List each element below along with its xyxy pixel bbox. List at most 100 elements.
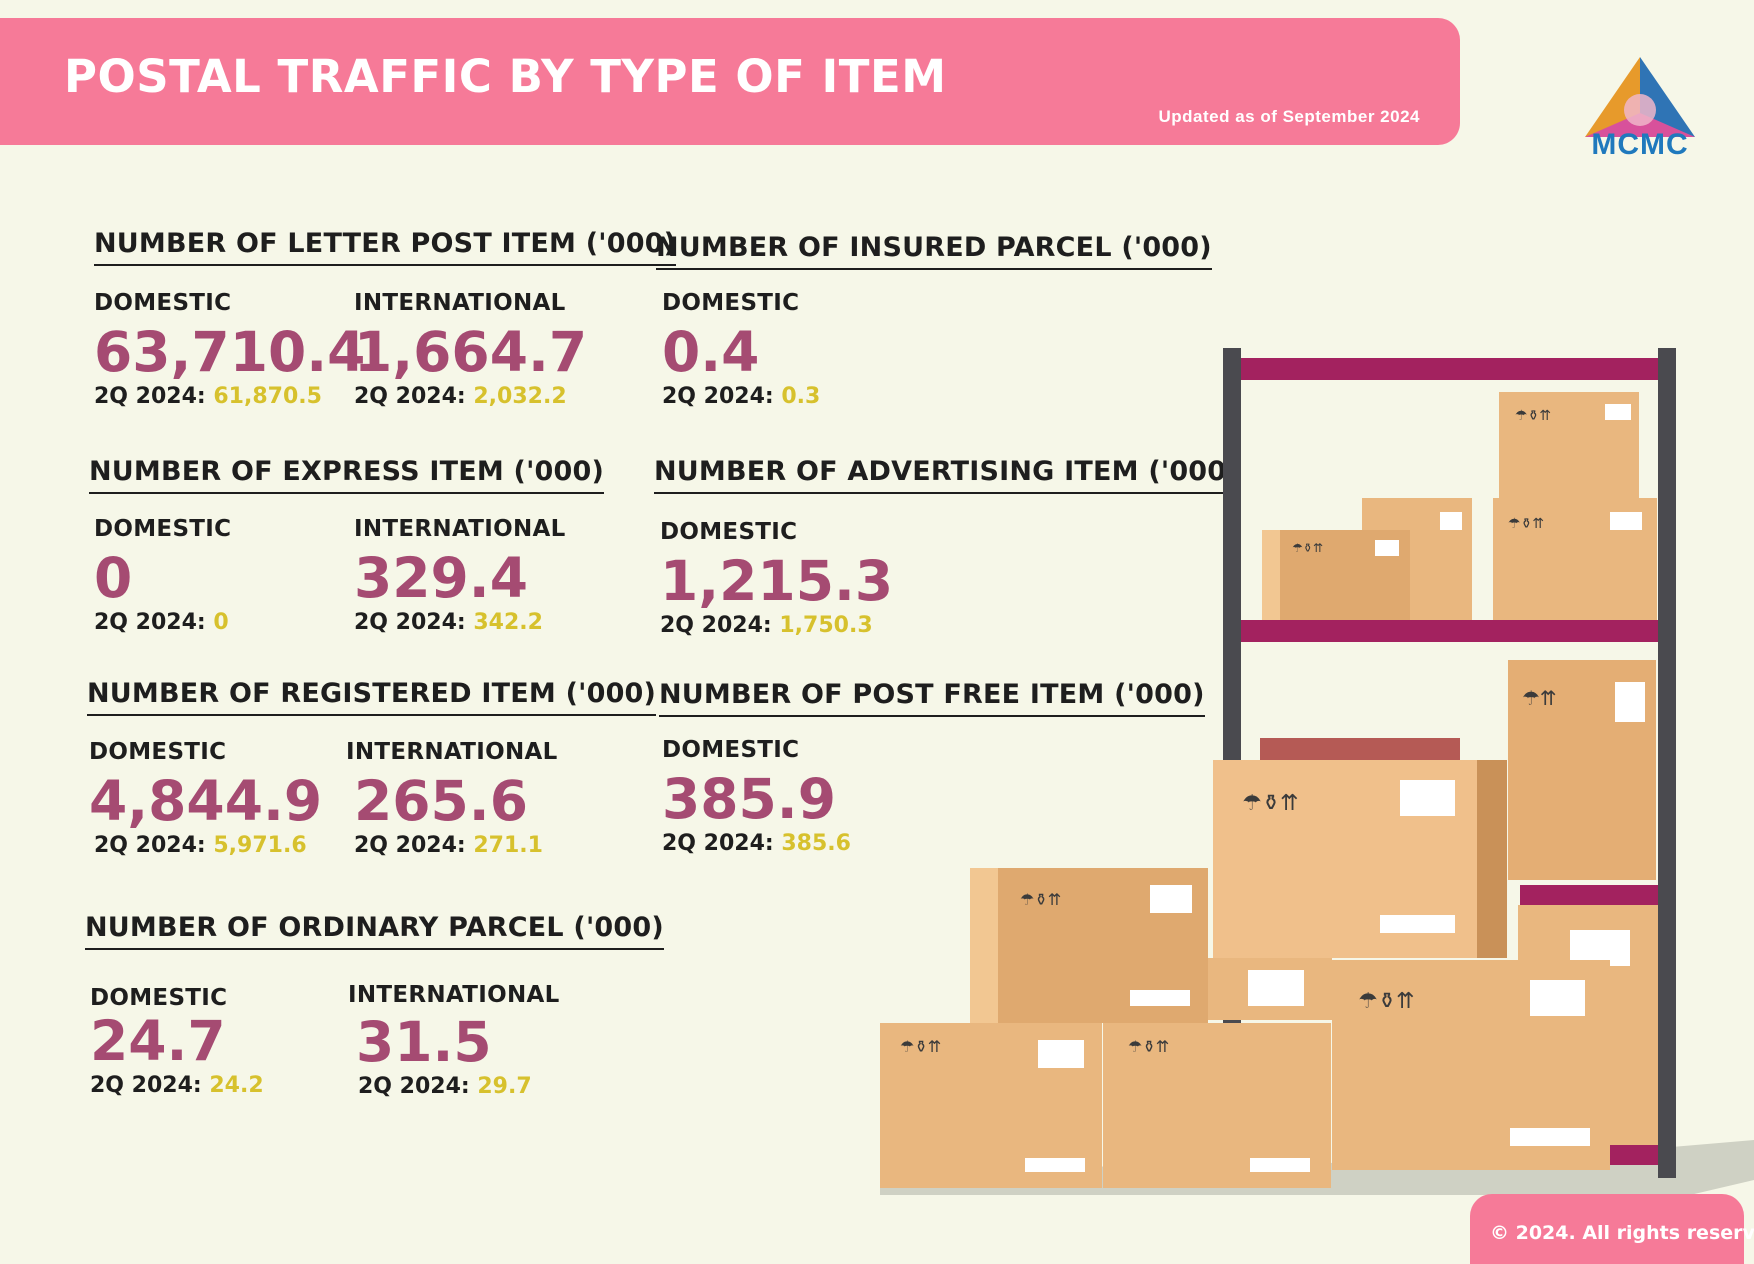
letter-post-domestic: DOMESTIC 63,710.4 2Q 2024: 61,870.5	[94, 290, 365, 409]
stat-label: INTERNATIONAL	[346, 739, 558, 765]
stat-label: INTERNATIONAL	[354, 516, 566, 542]
prev-value: 24.2	[209, 1073, 264, 1098]
box-shelf1-left: ☂⚱⇈	[1262, 530, 1410, 620]
prev-label: 2Q 2024:	[354, 384, 466, 409]
svg-text:☂⚱⇈: ☂⚱⇈	[900, 1037, 941, 1056]
prev-label: 2Q 2024:	[662, 831, 774, 856]
section-title: NUMBER OF EXPRESS ITEM ('000)	[89, 456, 605, 494]
stat-previous: 2Q 2024: 2,032.2	[354, 384, 587, 409]
svg-text:☂⚱⇈: ☂⚱⇈	[1508, 516, 1544, 532]
box-bottom-left: ☂⚱⇈	[880, 1023, 1102, 1188]
section-title: NUMBER OF POST FREE ITEM ('000)	[659, 679, 1205, 717]
stat-label: INTERNATIONAL	[348, 982, 560, 1008]
stat-label: DOMESTIC	[660, 519, 798, 545]
registered-domestic: DOMESTIC 4,844.9 2Q 2024: 5,971.6	[89, 739, 322, 858]
prev-label: 2Q 2024:	[90, 1073, 202, 1098]
stat-previous: 2Q 2024: 0	[94, 610, 231, 635]
stat-previous: 2Q 2024: 29.7	[358, 1074, 560, 1099]
footer-badge: © 2024. All rights reserved.	[1470, 1194, 1754, 1264]
shelf-boxes-illustration: ☂⚱⇈ ☂⚱⇈ ☂⚱⇈ ☂⇈ ☂⚱⇈ ☂⚱	[880, 348, 1754, 1195]
stat-label: DOMESTIC	[94, 516, 232, 542]
box-shelf2-right: ☂⇈	[1508, 660, 1656, 880]
stat-previous: 2Q 2024: 0.3	[662, 384, 820, 409]
stat-value: 385.9	[662, 767, 836, 831]
stat-previous: 2Q 2024: 61,870.5	[94, 384, 365, 409]
shelf-bar-lower	[1520, 885, 1658, 907]
stat-previous: 2Q 2024: 1,750.3	[660, 613, 893, 638]
stat-label: DOMESTIC	[662, 290, 800, 316]
stat-value: 265.6	[354, 769, 528, 833]
section-title: NUMBER OF INSURED PARCEL ('000)	[656, 232, 1212, 270]
logo-text: MCMC	[1591, 128, 1689, 161]
stat-value: 329.4	[354, 546, 528, 610]
stat-label: DOMESTIC	[89, 739, 227, 765]
prev-label: 2Q 2024:	[94, 384, 206, 409]
prev-value: 2,032.2	[473, 384, 567, 409]
box-bottom-middle: ☂⚱⇈	[1103, 1023, 1331, 1188]
svg-text:☂⚱⇈: ☂⚱⇈	[1128, 1037, 1169, 1056]
box-bottom-right: ☂⚱⇈	[1332, 960, 1610, 1170]
prev-label: 2Q 2024:	[354, 833, 466, 858]
prev-value: 5,971.6	[213, 833, 307, 858]
header-banner: Updated as of September 2024	[0, 18, 1460, 145]
prev-value: 342.2	[473, 610, 543, 635]
stat-label: DOMESTIC	[94, 290, 232, 316]
box-mid-left: ☂⚱⇈	[970, 868, 1208, 1023]
stat-value: 31.5	[356, 1010, 492, 1074]
shelf-bar-top	[1241, 358, 1658, 380]
express-international: INTERNATIONAL 329.4 2Q 2024: 342.2	[354, 516, 566, 635]
stat-previous: 2Q 2024: 5,971.6	[94, 833, 322, 858]
express-domestic: DOMESTIC 0 2Q 2024: 0	[94, 516, 231, 635]
stat-value: 1,664.7	[354, 320, 588, 384]
prev-value: 0	[213, 610, 229, 635]
stat-value: 1,215.3	[660, 549, 894, 613]
post-free-domestic: DOMESTIC 385.9 2Q 2024: 385.6	[662, 737, 851, 856]
stat-previous: 2Q 2024: 271.1	[354, 833, 558, 858]
ordinary-parcel-section: NUMBER OF ORDINARY PARCEL ('000)	[85, 912, 664, 950]
prev-label: 2Q 2024:	[358, 1074, 470, 1099]
svg-text:☂⚱⇈: ☂⚱⇈	[1020, 890, 1061, 909]
letter-post-international: INTERNATIONAL 1,664.7 2Q 2024: 2,032.2	[354, 290, 587, 409]
prev-value: 0.3	[781, 384, 821, 409]
copyright: © 2024. All rights reserved.	[1490, 1222, 1754, 1244]
box-top-right: ☂⚱⇈	[1499, 392, 1639, 498]
box-small-middle	[1208, 958, 1332, 1020]
stat-value: 63,710.4	[94, 320, 366, 384]
stat-previous: 2Q 2024: 342.2	[354, 610, 566, 635]
mcmc-logo-icon	[1585, 57, 1695, 137]
section-title: NUMBER OF ADVERTISING ITEM ('000)	[654, 456, 1239, 494]
section-title: NUMBER OF ORDINARY PARCEL ('000)	[85, 912, 664, 950]
shelf-bar-middle	[1241, 620, 1658, 642]
stat-value: 0.4	[662, 320, 760, 384]
prev-label: 2Q 2024:	[94, 833, 206, 858]
prev-label: 2Q 2024:	[354, 610, 466, 635]
svg-text:☂⇈: ☂⇈	[1522, 686, 1557, 710]
section-title: NUMBER OF LETTER POST ITEM ('000)	[94, 228, 677, 266]
ordinary-parcel-domestic: DOMESTIC 24.7 2Q 2024: 24.2	[90, 985, 264, 1098]
section-title: NUMBER OF REGISTERED ITEM ('000)	[87, 678, 657, 716]
box-large-center: ☂⚱⇈	[1213, 760, 1507, 958]
svg-text:☂⚱⇈: ☂⚱⇈	[1358, 989, 1415, 1014]
stat-previous: 2Q 2024: 24.2	[90, 1073, 264, 1098]
stat-label: INTERNATIONAL	[354, 290, 566, 316]
express-section: NUMBER OF EXPRESS ITEM ('000)	[89, 456, 605, 494]
updated-date: Updated as of September 2024	[1158, 107, 1420, 126]
insured-parcel-section: NUMBER OF INSURED PARCEL ('000)	[656, 232, 1212, 270]
letter-post-section: NUMBER OF LETTER POST ITEM ('000)	[94, 228, 677, 266]
page-title: POSTAL TRAFFIC BY TYPE OF ITEM	[64, 50, 947, 103]
prev-label: 2Q 2024:	[662, 384, 774, 409]
stat-label: DOMESTIC	[662, 737, 800, 763]
stat-previous: 2Q 2024: 385.6	[662, 831, 851, 856]
advertising-section: NUMBER OF ADVERTISING ITEM ('000)	[654, 456, 1239, 494]
pallet	[1260, 738, 1460, 760]
registered-section: NUMBER OF REGISTERED ITEM ('000)	[87, 678, 657, 716]
prev-value: 1,750.3	[779, 613, 873, 638]
svg-text:☂⚱⇈: ☂⚱⇈	[1242, 791, 1299, 816]
prev-value: 385.6	[781, 831, 851, 856]
box-shelf1-right: ☂⚱⇈	[1493, 498, 1657, 620]
prev-value: 271.1	[473, 833, 543, 858]
ordinary-parcel-international: INTERNATIONAL 31.5 2Q 2024: 29.7	[348, 982, 560, 1099]
stat-value: 24.7	[90, 1009, 226, 1073]
shelf-post-right	[1658, 348, 1676, 1178]
post-free-section: NUMBER OF POST FREE ITEM ('000)	[659, 679, 1205, 717]
